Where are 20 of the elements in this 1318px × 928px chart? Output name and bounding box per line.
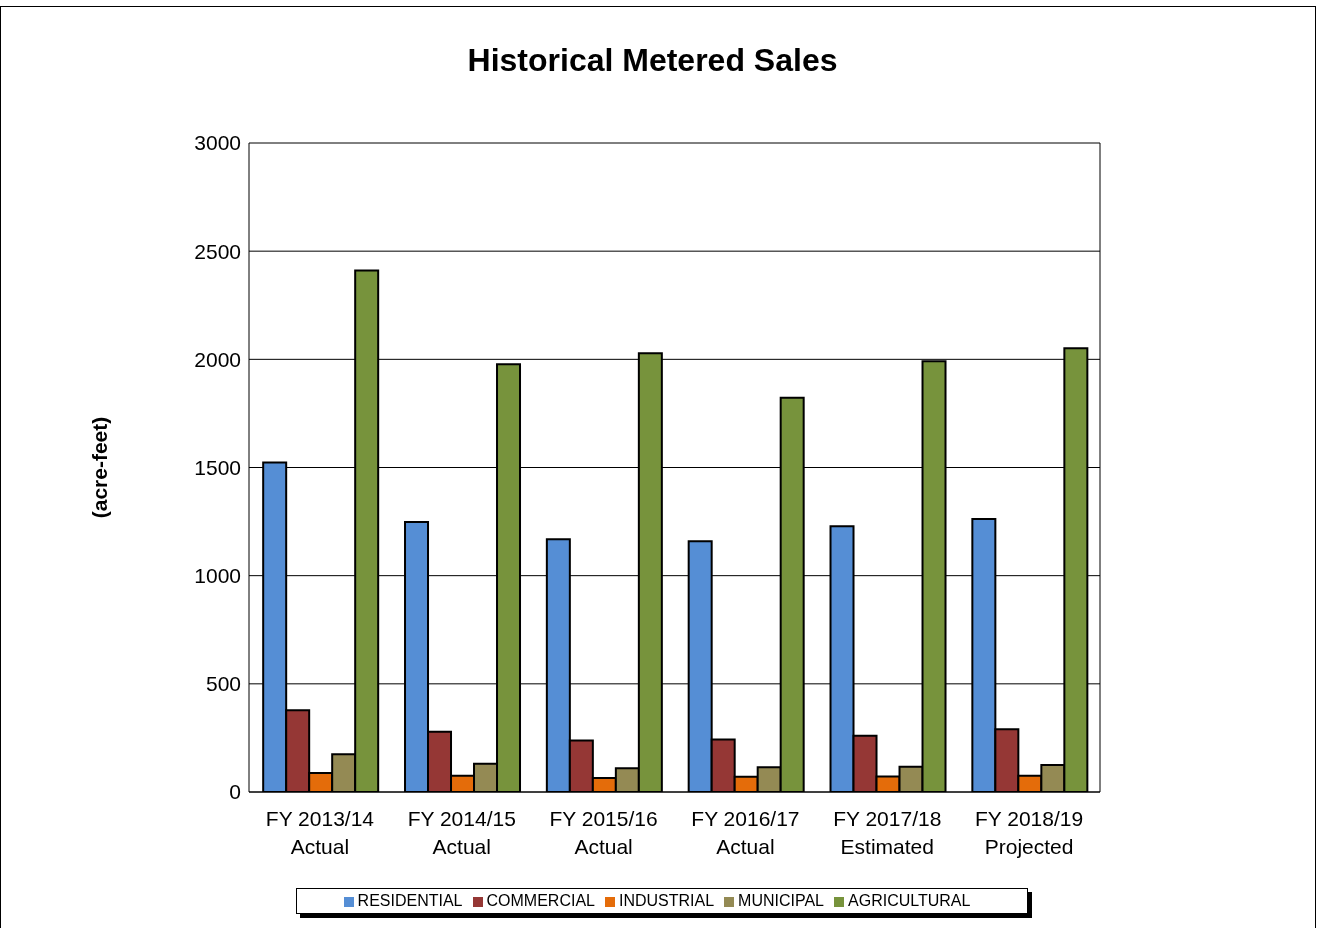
legend-label: COMMERCIAL	[486, 892, 595, 909]
chart-title: Historical Metered Sales	[466, 42, 839, 79]
x-tick-label: FY 2014/15 Actual	[407, 807, 516, 858]
y-tick-label: 0	[229, 780, 241, 804]
x-tick-label: FY 2018/19 Projected	[974, 807, 1084, 858]
y-axis-title: (acre-feet)	[88, 416, 112, 519]
y-tick-label: 3000	[194, 131, 241, 155]
legend-label: RESIDENTIAL	[357, 892, 463, 909]
y-tick-label: 500	[205, 672, 241, 696]
legend-label: MUNICIPAL	[738, 892, 825, 909]
y-tick-label: 2000	[194, 347, 241, 371]
y-tick-label: 2500	[194, 239, 241, 263]
y-tick-label: 1000	[194, 564, 241, 588]
x-tick-label: FY 2013/14 Actual	[265, 807, 375, 858]
y-tick-label: 1500	[194, 455, 241, 479]
legend-label: INDUSTRIAL	[618, 892, 715, 909]
x-tick-label: FY 2017/18 Estimated	[833, 807, 942, 858]
x-tick-label: FY 2015/16 Actual	[549, 807, 658, 858]
legend-label: AGRICULTURAL	[848, 892, 971, 909]
x-tick-label: FY 2016/17 Actual	[691, 807, 800, 858]
